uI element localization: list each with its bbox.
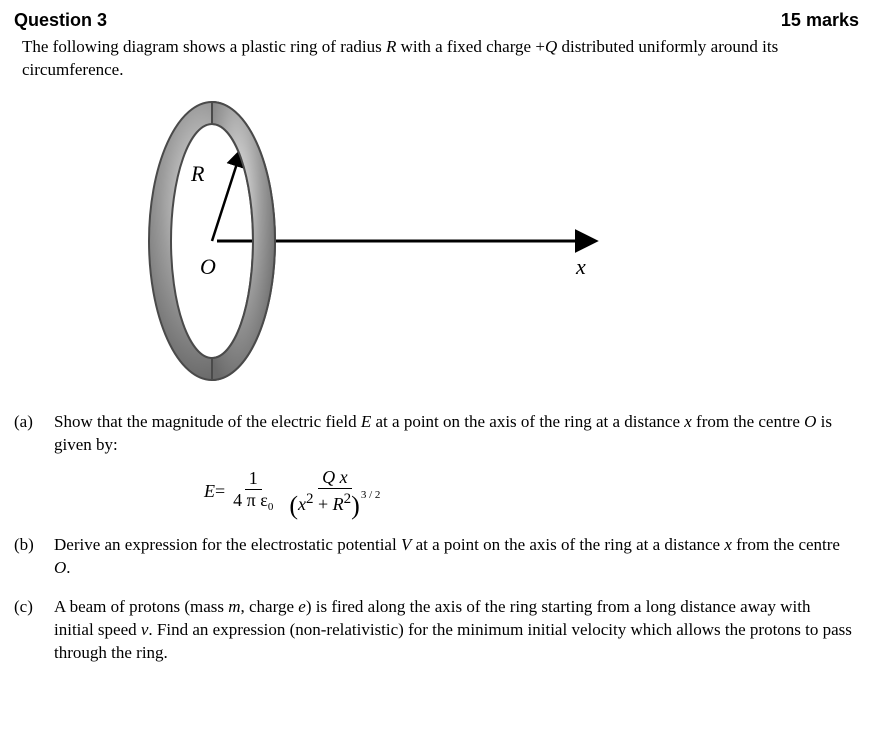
part-b-t3: from the centre [732, 535, 840, 554]
formula-frac1-num: 1 [245, 468, 262, 490]
formula-frac2-x: x [335, 467, 348, 487]
part-a-body: Show that the magnitude of the electric … [54, 411, 854, 518]
question-number: Question 3 [14, 8, 107, 32]
formula-frac1-4pie: 4 π ε [233, 490, 268, 510]
part-b: (b) Derive an expression for the electro… [14, 534, 859, 580]
formula-frac1-den: 4 π ε0 [229, 490, 277, 514]
svg-text:R: R [190, 161, 205, 186]
part-b-O: O [54, 558, 66, 577]
part-b-t4: . [66, 558, 70, 577]
formula-den-plus: + [313, 494, 332, 514]
formula-lhs: E [204, 479, 215, 503]
parts-list: (a) Show that the magnitude of the elect… [14, 411, 859, 665]
part-c-t4: . Find an expression (non-relativistic) … [54, 620, 852, 662]
part-c-t1: A beam of protons (mass [54, 597, 228, 616]
part-b-body: Derive an expression for the electrostat… [54, 534, 854, 580]
part-a-label: (a) [14, 411, 54, 518]
formula-E: E = 1 4 π ε0 Q x (x2 + R2)3 / 2 [204, 467, 854, 514]
intro-mid1: with a fixed charge + [396, 37, 545, 56]
intro-prefix: The following diagram shows a plastic ri… [22, 37, 386, 56]
part-c: (c) A beam of protons (mass m, charge e)… [14, 596, 859, 665]
svg-text:O: O [200, 254, 216, 279]
part-a-t2: at a point on the axis of the ring at a … [371, 412, 684, 431]
part-c-e: e [298, 597, 306, 616]
formula-frac2: Q x (x2 + R2)3 / 2 [285, 467, 384, 514]
part-a-t3: from the centre [692, 412, 804, 431]
part-c-m: m [228, 597, 240, 616]
formula-eq: = [215, 479, 225, 503]
part-a-E: E [361, 412, 371, 431]
formula-den-x: x [298, 494, 306, 514]
part-c-label: (c) [14, 596, 54, 665]
formula-paren-close: ) [351, 491, 360, 520]
svg-text:x: x [575, 254, 586, 279]
formula-frac1: 1 4 π ε0 [229, 468, 277, 513]
formula-exp: 3 / 2 [361, 489, 381, 501]
formula-frac1-sub0: 0 [268, 501, 274, 513]
part-b-V: V [401, 535, 411, 554]
intro-Q: Q [545, 37, 557, 56]
part-a-t1: Show that the magnitude of the electric … [54, 412, 361, 431]
part-a-x: x [684, 412, 692, 431]
ring-diagram: R Ox [124, 96, 859, 393]
part-c-body: A beam of protons (mass m, charge e) is … [54, 596, 854, 665]
diagram-svg: R Ox [124, 96, 624, 386]
intro-R: R [386, 37, 396, 56]
part-b-t2: at a point on the axis of the ring at a … [411, 535, 724, 554]
formula-frac2-den: (x2 + R2)3 / 2 [285, 489, 384, 515]
formula-frac2-Q: Q [322, 467, 335, 487]
part-c-t2: , charge [241, 597, 299, 616]
formula-paren-open: ( [289, 491, 298, 520]
part-b-x: x [724, 535, 732, 554]
part-b-label: (b) [14, 534, 54, 580]
question-marks: 15 marks [781, 8, 859, 32]
part-a: (a) Show that the magnitude of the elect… [14, 411, 859, 518]
question-header: Question 3 15 marks [14, 8, 859, 32]
formula-frac2-num: Q x [318, 467, 352, 489]
intro-text: The following diagram shows a plastic ri… [22, 36, 852, 82]
part-a-O: O [804, 412, 816, 431]
formula-den-R: R [333, 494, 344, 514]
part-b-t1: Derive an expression for the electrostat… [54, 535, 401, 554]
